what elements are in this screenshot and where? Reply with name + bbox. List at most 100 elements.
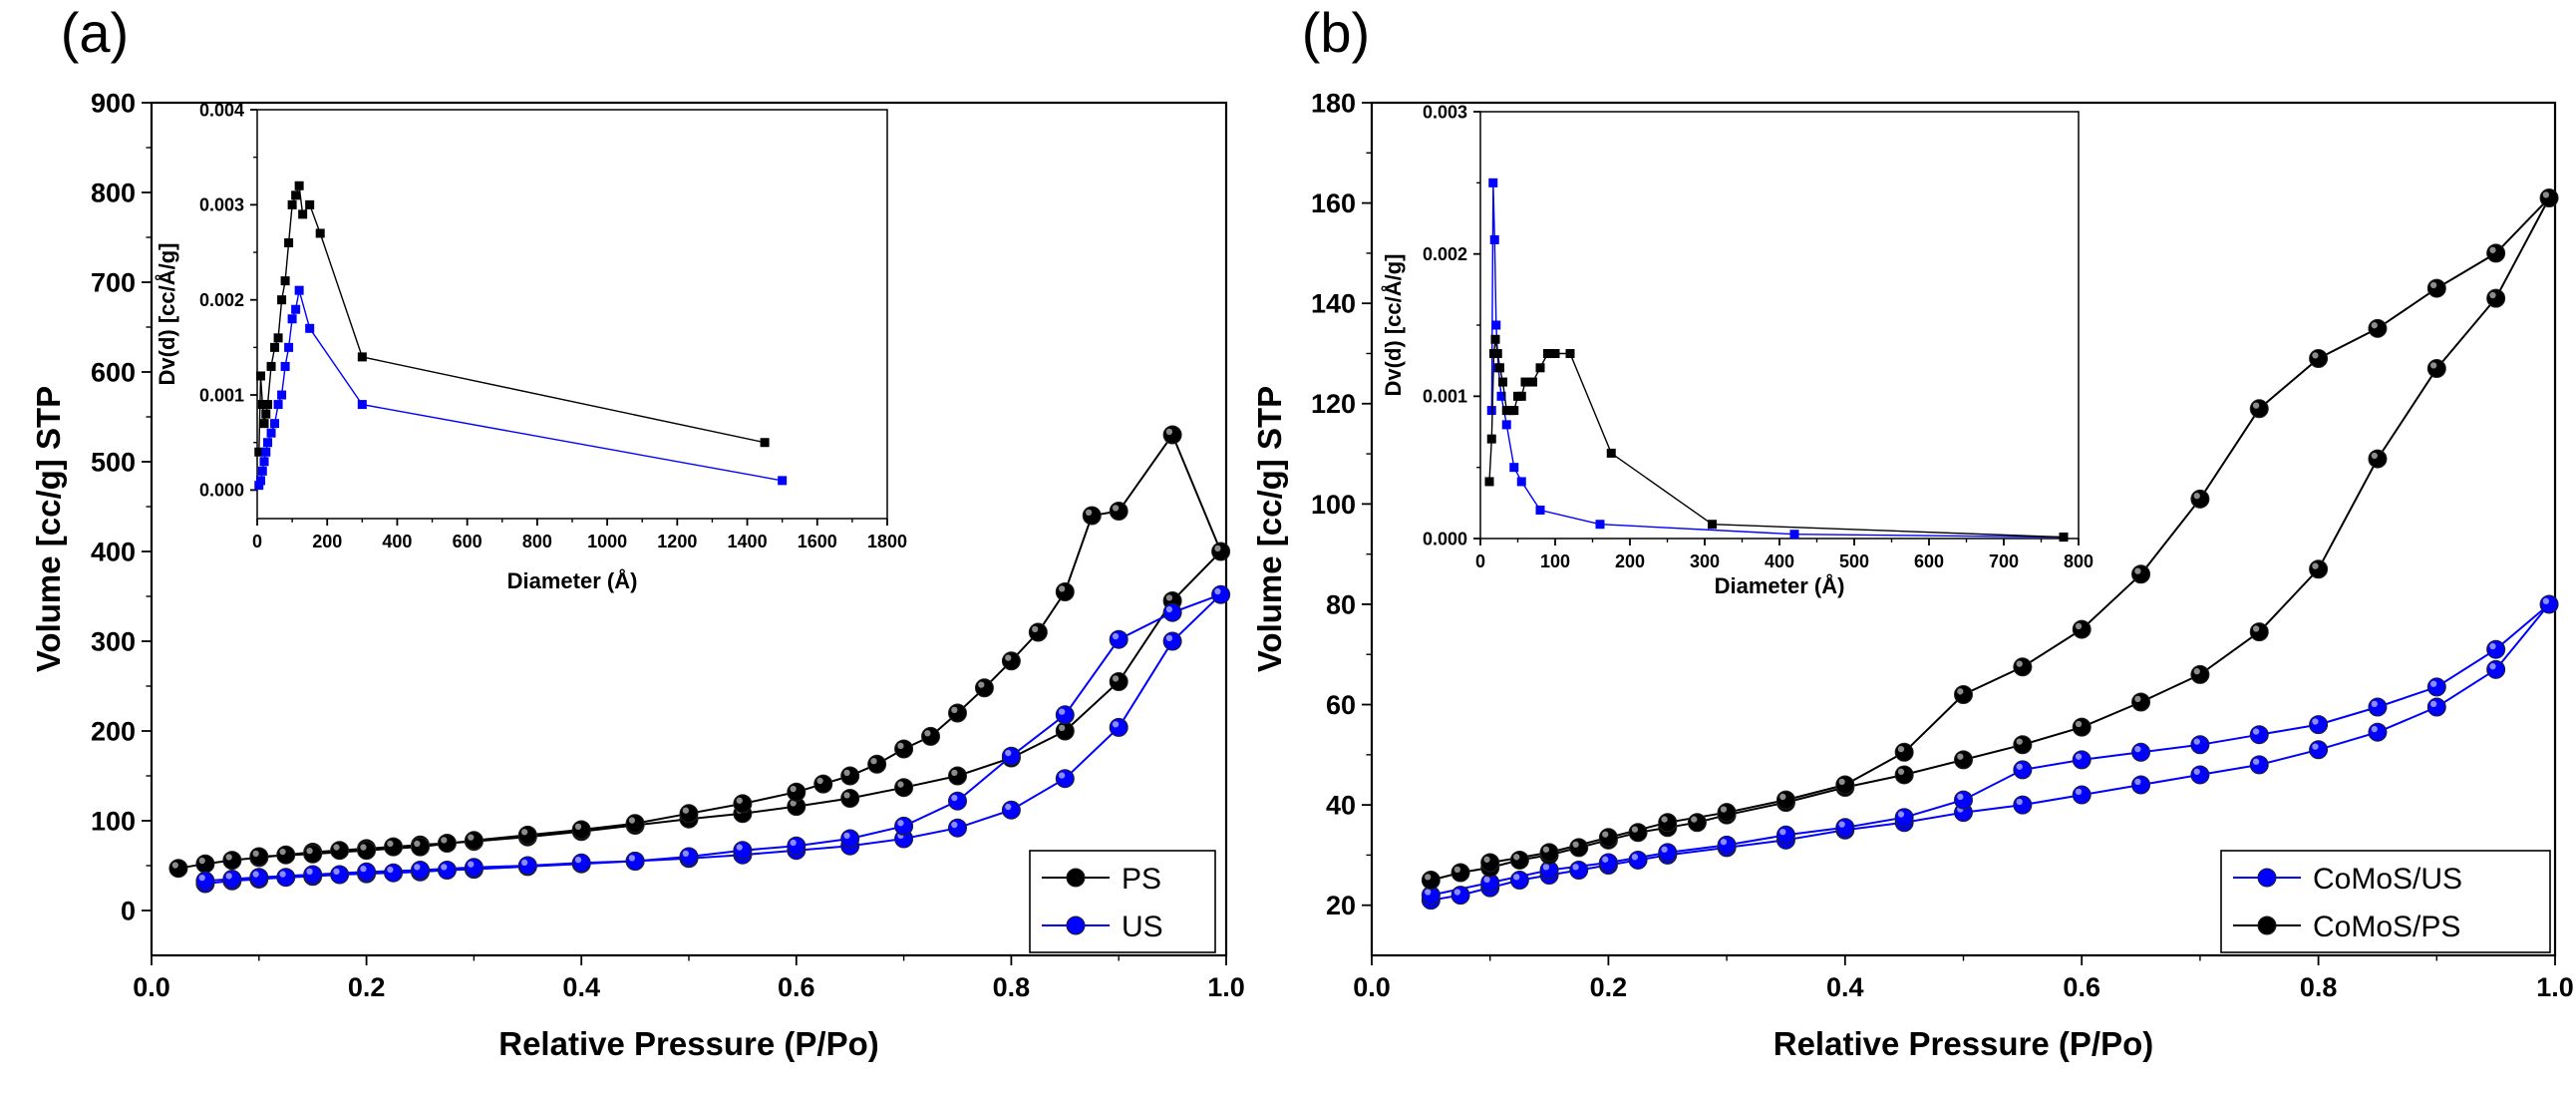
panel-b-inset-data-point bbox=[1489, 234, 1499, 244]
panel-a-inset-data-point bbox=[778, 476, 788, 486]
panel-b-y-tick-label: 160 bbox=[1311, 188, 1356, 218]
panel-b-inset-data-point bbox=[1509, 406, 1519, 416]
panel-a-data-point-highlight bbox=[1005, 654, 1012, 661]
panel-b-data-point-highlight bbox=[2252, 728, 2260, 735]
panel-b-data-point bbox=[1954, 750, 1973, 770]
panel-a-data-point bbox=[1055, 705, 1075, 725]
panel-b-data-point-highlight bbox=[2542, 597, 2550, 604]
panel-b-data-point bbox=[1717, 803, 1737, 823]
panel-a-data-point bbox=[411, 837, 430, 857]
panel-a-data-point-highlight bbox=[1165, 428, 1173, 435]
panel-b-data-point-highlight bbox=[1661, 816, 1668, 823]
panel-a-inset-x-tick-label: 800 bbox=[522, 532, 552, 551]
panel-b-inset-x-tick-label: 500 bbox=[1839, 551, 1869, 571]
panel-a-data-point-highlight bbox=[441, 864, 448, 871]
panel-b-data-point-highlight bbox=[2134, 567, 2141, 574]
panel-b-data-point-highlight bbox=[2489, 246, 2496, 253]
panel-b-data-point-highlight bbox=[1957, 753, 1964, 760]
panel-b-data-point bbox=[1598, 853, 1618, 873]
panel-a-data-point bbox=[894, 778, 914, 798]
panel-a-data-point-highlight bbox=[1005, 803, 1012, 811]
panel-a-data-point-highlight bbox=[414, 864, 421, 871]
panel-b-data-point-highlight bbox=[2430, 680, 2437, 687]
panel-a-data-point bbox=[384, 837, 404, 857]
panel-b-panel-label: (b) bbox=[1302, 1, 1370, 64]
panel-b-data-point bbox=[2013, 735, 2033, 755]
panel-a-data-point bbox=[1162, 631, 1182, 651]
panel-b-data-point-highlight bbox=[1720, 839, 1728, 846]
panel-a-data-point-highlight bbox=[790, 785, 797, 793]
panel-b-data-point-highlight bbox=[2312, 718, 2319, 725]
panel-a-data-point-highlight bbox=[333, 844, 340, 851]
panel-a-data-point bbox=[195, 871, 215, 891]
panel-a-data-point-highlight bbox=[521, 829, 528, 836]
panel-b-legend-marker bbox=[2257, 868, 2277, 888]
panel-a-data-point bbox=[894, 816, 914, 836]
panel-a-data-point bbox=[571, 853, 591, 873]
panel-a-inset-data-point bbox=[263, 438, 273, 448]
panel-a-inset-data-point bbox=[291, 304, 301, 314]
panel-b-legend-marker bbox=[2257, 915, 2277, 935]
panel-b-data-point bbox=[2426, 359, 2446, 379]
panel-a-data-point-highlight bbox=[790, 800, 797, 807]
panel-a-data-point bbox=[840, 766, 860, 786]
panel-b-data-point-highlight bbox=[2016, 738, 2023, 745]
panel-b-inset-x-tick-label: 800 bbox=[2064, 551, 2093, 571]
panel-a-data-point bbox=[1028, 622, 1048, 642]
panel-b-data-point bbox=[2368, 697, 2388, 717]
panel-b-data-point bbox=[2426, 278, 2446, 298]
panel-a-data-point bbox=[517, 856, 537, 876]
panel-b-y-tick-label: 80 bbox=[1326, 589, 1356, 619]
panel-b-series-comos-ps bbox=[1421, 188, 2559, 891]
panel-a-data-point-highlight bbox=[225, 873, 232, 880]
panel-a-data-point-highlight bbox=[790, 839, 797, 847]
panel-b-data-point bbox=[2072, 717, 2092, 737]
panel-b-data-point bbox=[2013, 795, 2033, 815]
panel-b-data-point-highlight bbox=[2252, 758, 2260, 765]
panel-b-data-point-highlight bbox=[1513, 854, 1520, 861]
panel-b-data-point-highlight bbox=[2489, 291, 2496, 299]
panel-a-data-point bbox=[840, 789, 860, 808]
panel-b-data-point-highlight bbox=[1425, 889, 1432, 896]
panel-a-inset-x-tick-label: 400 bbox=[382, 532, 412, 551]
panel-b-data-point bbox=[2539, 594, 2559, 614]
panel-b-data-point bbox=[1628, 850, 1648, 870]
panel-a-data-point-highlight bbox=[843, 792, 850, 799]
panel-a-data-point bbox=[517, 825, 537, 845]
panel-a-data-point bbox=[1162, 425, 1182, 445]
panel-a-data-point bbox=[464, 831, 483, 851]
panel-a-inset-data-point bbox=[261, 447, 271, 457]
panel-a-data-point bbox=[733, 794, 753, 814]
panel-a-data-point-highlight bbox=[978, 681, 985, 688]
panel-b-data-point-highlight bbox=[1483, 876, 1490, 884]
panel-a-data-point-highlight bbox=[951, 706, 958, 713]
panel-b-data-point-highlight bbox=[1957, 793, 1964, 801]
panel-a-data-point bbox=[1109, 717, 1128, 737]
panel-b-legend-label: CoMoS/PS bbox=[2313, 911, 2460, 943]
panel-a-data-point bbox=[330, 865, 350, 885]
panel-a-inset-y-axis-label: Dv(d) [cc/Å/g] bbox=[154, 243, 179, 386]
panel-b-y-tick-label: 100 bbox=[1311, 490, 1356, 520]
panel-b-data-point-highlight bbox=[1691, 816, 1698, 823]
panel-a-data-point-highlight bbox=[1214, 587, 1221, 595]
panel-b-inset-data-point bbox=[1486, 406, 1496, 416]
panel-b-legend: CoMoS/US CoMoS/PS bbox=[2220, 850, 2551, 953]
panel-b-data-point bbox=[2486, 288, 2506, 308]
panel-b-y-tick-label: 60 bbox=[1326, 690, 1356, 720]
panel-a-series-us bbox=[195, 584, 1231, 894]
panel-a-inset-data-point bbox=[273, 400, 283, 410]
panel-a-data-point bbox=[948, 791, 967, 811]
panel-a-data-point-highlight bbox=[1165, 634, 1173, 641]
panel-b-inset-x-tick-label: 400 bbox=[1765, 551, 1794, 571]
panel-a-data-point-highlight bbox=[682, 850, 689, 857]
panel-a-inset-data-point bbox=[294, 285, 304, 295]
panel-b-y-axis-label: Volume [cc/g] STP bbox=[1251, 386, 1288, 672]
panel-a-data-point-highlight bbox=[736, 844, 743, 851]
panel-a-data-point-highlight bbox=[1085, 509, 1093, 516]
panel-b-data-point-highlight bbox=[2430, 362, 2437, 369]
panel-b-data-point bbox=[2131, 692, 2151, 712]
panel-a-inset-data-point bbox=[280, 276, 290, 286]
panel-b-data-point bbox=[1450, 886, 1470, 906]
panel-a-inset-data-point bbox=[261, 409, 271, 419]
panel-b-data-point bbox=[2486, 659, 2506, 679]
